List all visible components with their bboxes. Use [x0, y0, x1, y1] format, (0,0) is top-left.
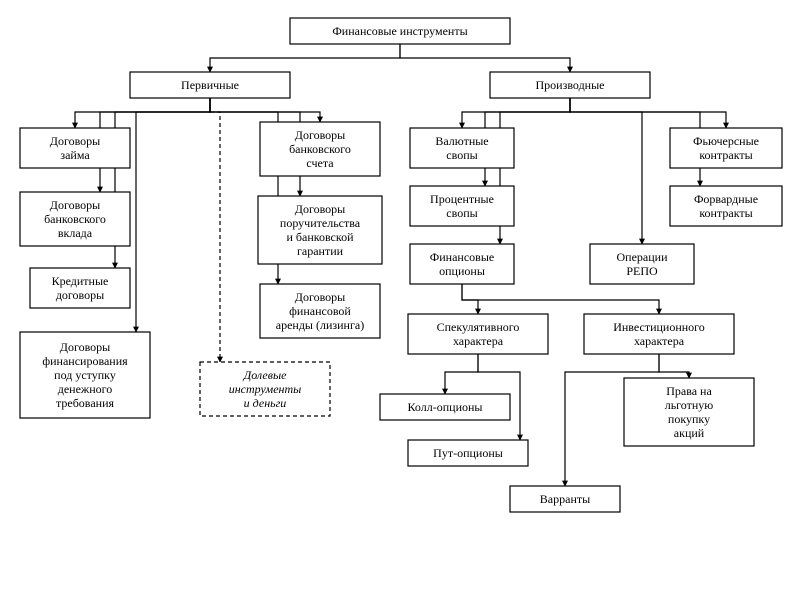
node-warrant-text: Варранты — [540, 492, 590, 506]
node-irswap-text: свопы — [446, 206, 477, 220]
node-invest: Инвестиционногохарактера — [584, 314, 734, 354]
node-call-text: Колл-опционы — [408, 400, 483, 414]
node-spec-text: Спекулятивного — [437, 320, 520, 334]
node-invest-text: Инвестиционного — [613, 320, 705, 334]
edge-deriv-fxswap — [462, 98, 570, 128]
edge-root-deriv — [400, 44, 570, 72]
node-factor-text: требования — [56, 396, 115, 410]
node-futures-text: Фьючерсные — [693, 134, 759, 148]
node-guarant-text: и банковской — [286, 230, 354, 244]
node-fxswap: Валютныесвопы — [410, 128, 514, 168]
node-forward: Форвардныеконтракты — [670, 186, 782, 226]
node-finopt: Финансовыеопционы — [410, 244, 514, 284]
node-acct-text: банковского — [289, 142, 351, 156]
node-guarant-text: поручительства — [280, 216, 361, 230]
edge-prim-factor — [136, 98, 210, 332]
flowchart: Финансовые инструменты Первичные Производн… — [0, 0, 800, 600]
node-factor-text: денежного — [58, 382, 113, 396]
node-irswap: Процентныесвопы — [410, 186, 514, 226]
node-factor: Договорыфинансированияпод уступкуденежно… — [20, 332, 150, 418]
node-spec: Спекулятивногохарактера — [408, 314, 548, 354]
node-prim-text: Первичные — [181, 78, 239, 92]
node-irswap-text: Процентные — [430, 192, 494, 206]
node-fxswap-text: свопы — [446, 148, 477, 162]
node-dep-text: вклада — [58, 226, 93, 240]
node-forward-text: контракты — [699, 206, 752, 220]
nodes-layer: Финансовые инструменты Первичные Производн… — [20, 18, 782, 512]
node-root-text: Финансовые инструменты — [332, 24, 467, 38]
node-leasing-text: аренды (лизинга) — [276, 318, 364, 332]
node-fxswap-text: Валютные — [435, 134, 488, 148]
node-loan: Договорызайма — [20, 128, 130, 168]
node-credit-text: Кредитные — [52, 274, 109, 288]
node-deriv-text: Производные — [536, 78, 605, 92]
node-guarant-text: Договоры — [295, 202, 345, 216]
node-guarant: Договорыпоручительстваи банковскойгарант… — [258, 196, 382, 264]
edge-invest-rights — [659, 354, 689, 378]
node-put-text: Пут-опционы — [433, 446, 503, 460]
node-rights-text: покупку — [668, 412, 710, 426]
node-repo-text: Операции — [616, 250, 668, 264]
node-credit-text: договоры — [56, 288, 104, 302]
edge-prim-loan — [75, 98, 210, 128]
node-loan-text: займа — [60, 148, 90, 162]
node-acct-text: Договоры — [295, 128, 345, 142]
node-rights-text: льготную — [665, 398, 714, 412]
node-factor-text: Договоры — [60, 340, 110, 354]
node-rights-text: Права на — [666, 384, 712, 398]
node-leasing-text: Договоры — [295, 290, 345, 304]
node-warrant: Варранты — [510, 486, 620, 512]
edge-deriv-repo — [570, 98, 642, 244]
node-repo-text: РЕПО — [626, 264, 658, 278]
node-acct-text: счета — [306, 156, 334, 170]
node-dep: Договорыбанковскоговклада — [20, 192, 130, 246]
node-dep-text: банковского — [44, 212, 106, 226]
node-futures: Фьючерсныеконтракты — [670, 128, 782, 168]
node-leasing-text: финансовой — [289, 304, 351, 318]
node-prim: Первичные — [130, 72, 290, 98]
node-finopt-text: Финансовые — [430, 250, 494, 264]
node-equity-text: и деньги — [244, 396, 287, 410]
node-finopt-text: опционы — [439, 264, 485, 278]
edge-spec-call — [445, 354, 478, 394]
node-credit: Кредитныедоговоры — [30, 268, 130, 308]
edge-finopt-spec — [462, 284, 478, 314]
node-dep-text: Договоры — [50, 198, 100, 212]
node-guarant-text: гарантии — [297, 244, 344, 258]
node-call: Колл-опционы — [380, 394, 510, 420]
edge-finopt-invest — [462, 284, 659, 314]
node-deriv: Производные — [490, 72, 650, 98]
node-invest-text: характера — [634, 334, 685, 348]
node-rights: Права нальготнуюпокупкуакций — [624, 378, 754, 446]
node-leasing: Договорыфинансовойаренды (лизинга) — [260, 284, 380, 338]
edge-deriv-futures — [570, 98, 726, 128]
node-factor-text: финансирования — [42, 354, 128, 368]
edge-prim-acct — [210, 98, 320, 122]
node-equity-text: инструменты — [229, 382, 302, 396]
node-spec-text: характера — [453, 334, 504, 348]
node-equity: Долевыеинструментыи деньги — [200, 362, 330, 416]
node-loan-text: Договоры — [50, 134, 100, 148]
node-factor-text: под уступку — [54, 368, 116, 382]
node-rights-text: акций — [674, 426, 705, 440]
node-repo: ОперацииРЕПО — [590, 244, 694, 284]
node-acct: Договорыбанковскогосчета — [260, 122, 380, 176]
edge-prim-equity — [210, 98, 220, 362]
edge-root-prim — [210, 44, 400, 72]
node-root: Финансовые инструменты — [290, 18, 510, 44]
node-forward-text: Форвардные — [694, 192, 758, 206]
node-equity-text: Долевые — [243, 368, 288, 382]
node-futures-text: контракты — [699, 148, 752, 162]
node-put: Пут-опционы — [408, 440, 528, 466]
